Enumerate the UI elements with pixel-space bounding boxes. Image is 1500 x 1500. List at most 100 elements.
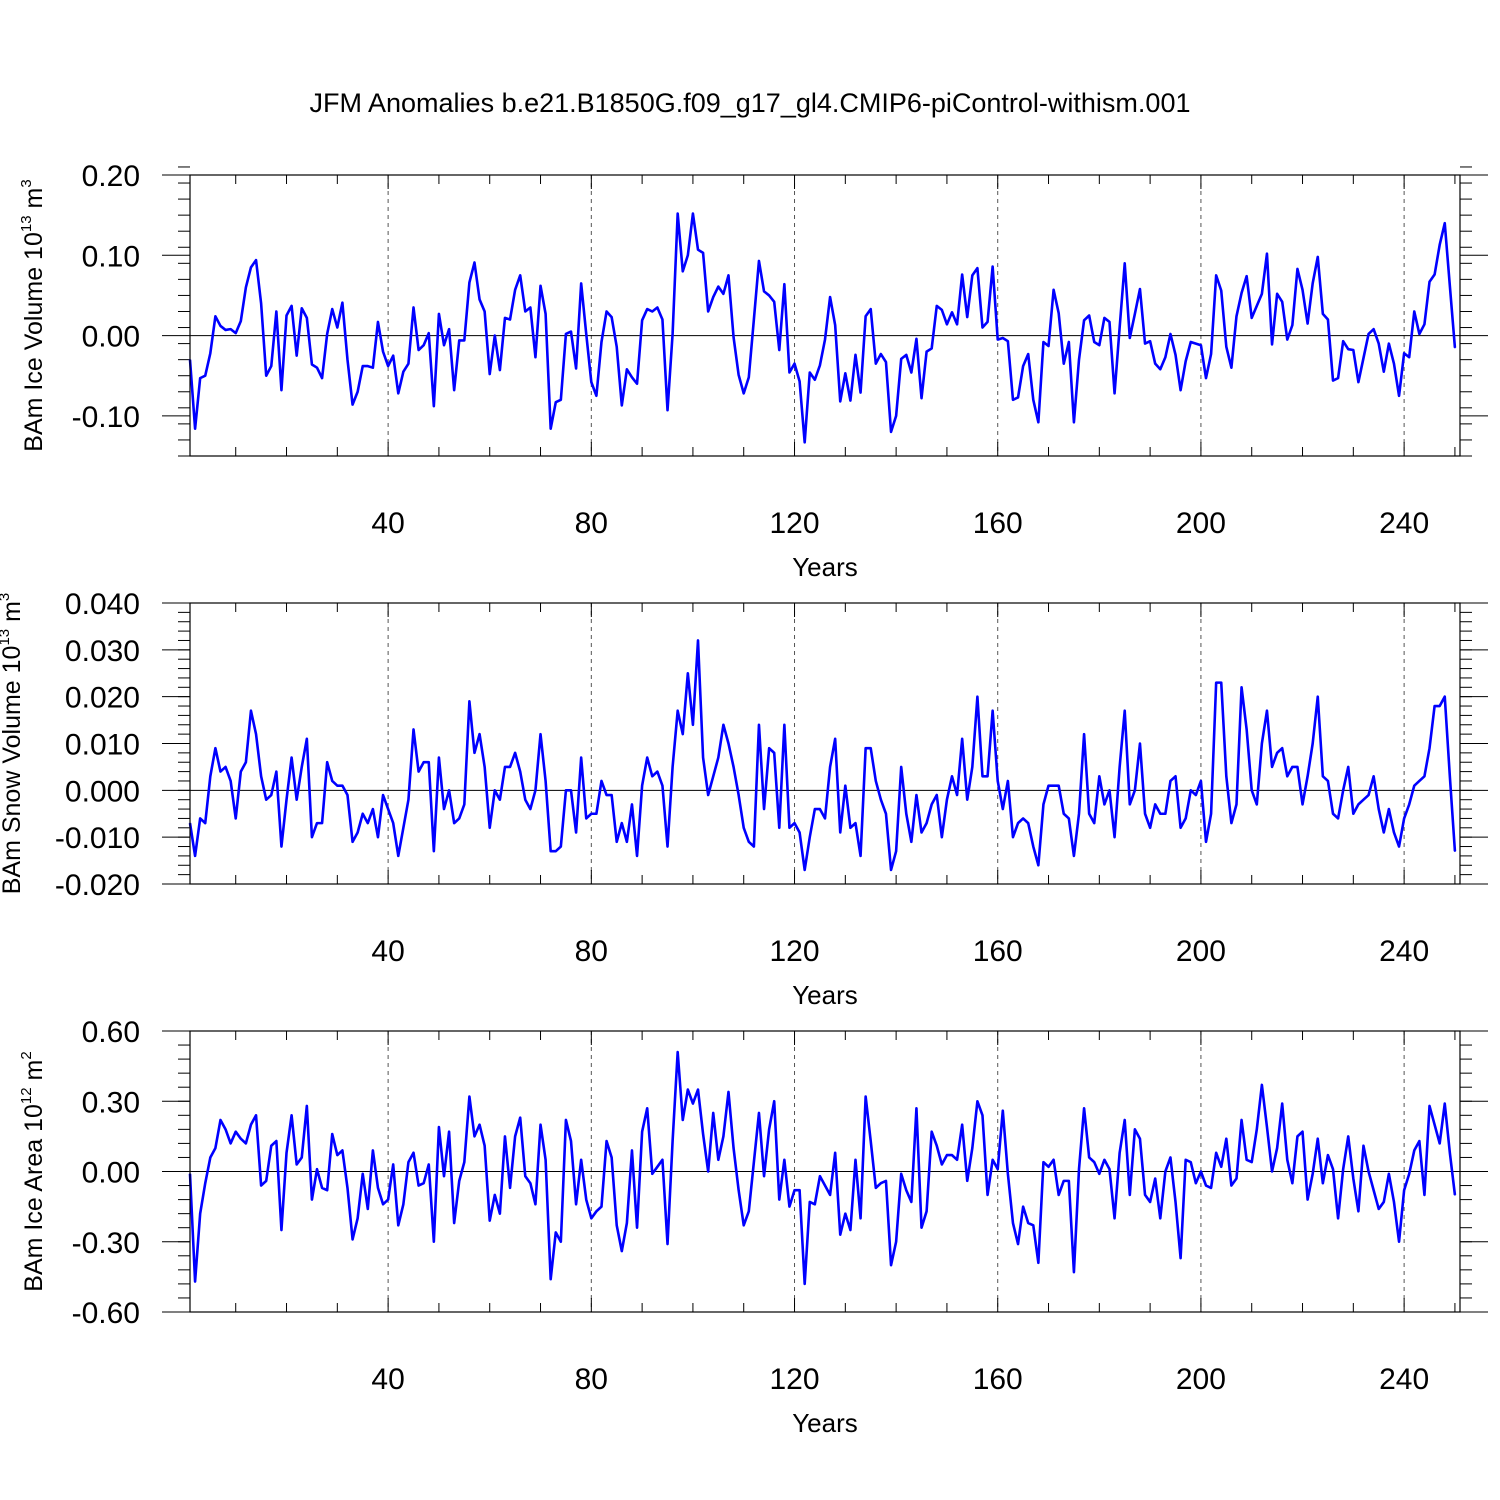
data-point xyxy=(1022,817,1024,820)
y-tick-label: 0.60 xyxy=(82,1016,140,1049)
data-point xyxy=(1383,1201,1385,1203)
data-point xyxy=(402,1203,405,1206)
y-axis-label-unit: m xyxy=(20,188,48,216)
x-tick-label: 200 xyxy=(1176,1363,1226,1396)
data-point xyxy=(514,1135,516,1138)
data-point xyxy=(204,1182,207,1185)
data-point xyxy=(1205,841,1207,843)
data-point xyxy=(473,752,476,754)
data-point xyxy=(1337,1217,1339,1220)
data-point xyxy=(1057,784,1060,787)
data-point xyxy=(849,1229,852,1231)
data-point xyxy=(1342,1168,1344,1170)
data-point xyxy=(214,315,217,318)
data-point xyxy=(565,789,567,792)
panel-ice-area: -0.60 -0.30 0.00 0.30 0.60 40 80 120 160 200 240 Ye… xyxy=(18,1016,1488,1438)
y-axis-label-unit-exponent: 3 xyxy=(18,179,35,187)
data-point xyxy=(1047,784,1050,787)
data-point xyxy=(245,761,247,764)
data-point xyxy=(554,850,557,853)
data-point xyxy=(925,822,928,824)
data-point xyxy=(570,1140,572,1142)
data-point xyxy=(1179,827,1182,829)
data-point xyxy=(1068,341,1070,343)
data-point xyxy=(275,770,278,773)
data-point xyxy=(1052,289,1055,291)
data-point xyxy=(1428,1105,1431,1107)
data-point xyxy=(798,1189,801,1192)
data-point xyxy=(1017,822,1019,824)
data-point xyxy=(1078,1168,1080,1170)
data-point xyxy=(910,371,913,374)
data-point xyxy=(727,742,730,745)
data-point xyxy=(935,1144,938,1147)
y-axis-label-prefix: BAm Ice Area 10 xyxy=(20,1104,48,1292)
data-point xyxy=(280,845,283,848)
data-point xyxy=(925,350,928,353)
data-point xyxy=(758,260,760,262)
data-point xyxy=(844,372,847,375)
data-point xyxy=(1271,1170,1273,1173)
data-point xyxy=(753,845,755,848)
data-point xyxy=(336,784,339,787)
x-tick-label: 240 xyxy=(1379,935,1429,968)
data-point xyxy=(417,1184,420,1187)
y-tick-label: -0.30 xyxy=(72,1227,140,1260)
data-point xyxy=(768,294,770,297)
data-point xyxy=(397,1224,400,1227)
data-point xyxy=(539,284,542,287)
data-point xyxy=(468,281,471,284)
data-point xyxy=(971,766,974,768)
data-point xyxy=(829,766,831,768)
data-point xyxy=(991,709,994,712)
data-point xyxy=(1027,822,1029,824)
data-point xyxy=(194,855,196,857)
data-point xyxy=(1149,340,1151,342)
data-point xyxy=(509,1187,511,1189)
data-point xyxy=(560,399,562,401)
data-point xyxy=(1037,1262,1040,1264)
data-point xyxy=(1240,686,1243,689)
data-point xyxy=(986,321,989,323)
data-point xyxy=(1139,288,1141,290)
data-point xyxy=(854,1158,857,1161)
data-point xyxy=(1438,705,1441,707)
data-point xyxy=(1062,812,1065,815)
data-point xyxy=(900,358,902,360)
data-point xyxy=(1215,1151,1217,1154)
data-point xyxy=(346,358,349,361)
data-point xyxy=(1449,284,1451,287)
data-point xyxy=(438,756,440,759)
data-point xyxy=(290,305,293,307)
data-point xyxy=(483,1144,486,1147)
data-point xyxy=(961,1123,963,1126)
data-point xyxy=(544,780,547,782)
x-tick-label: 200 xyxy=(1176,507,1226,540)
data-point xyxy=(478,298,481,301)
data-point xyxy=(941,309,943,311)
data-point xyxy=(1388,1173,1390,1175)
y-axis-label-exponent: 13 xyxy=(18,215,35,232)
data-point xyxy=(1347,766,1350,768)
data-point xyxy=(666,845,669,848)
x-tick-label: 80 xyxy=(575,935,608,968)
data-point xyxy=(636,382,638,385)
data-point xyxy=(920,1226,923,1229)
data-point xyxy=(1210,812,1212,815)
data-point xyxy=(732,1147,735,1149)
data-point xyxy=(854,822,857,824)
data-point xyxy=(372,808,374,810)
data-point xyxy=(1103,1158,1106,1161)
data-point xyxy=(930,803,933,806)
data-point xyxy=(427,332,430,334)
data-point xyxy=(499,369,501,371)
data-point xyxy=(864,1095,867,1098)
data-point xyxy=(1139,742,1141,745)
data-point xyxy=(930,1130,933,1133)
data-point xyxy=(1042,1161,1045,1163)
data-point xyxy=(783,283,786,285)
data-point xyxy=(1215,274,1217,277)
data-point xyxy=(748,376,750,379)
data-point xyxy=(209,352,212,355)
data-point xyxy=(250,266,252,269)
